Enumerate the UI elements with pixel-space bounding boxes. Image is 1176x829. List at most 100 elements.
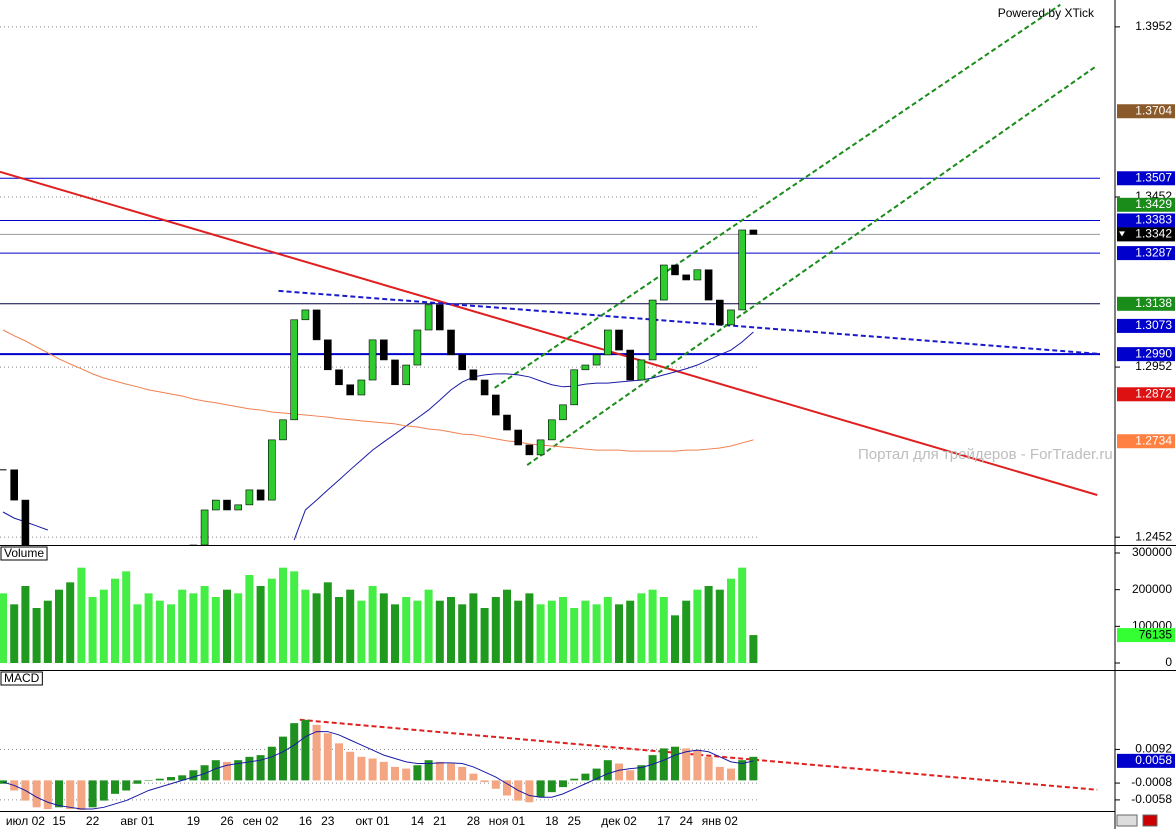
candle — [391, 359, 399, 386]
volume-bar — [391, 604, 399, 663]
candle — [379, 339, 388, 361]
scroll-button[interactable] — [1116, 814, 1138, 827]
macd-bar — [615, 763, 623, 781]
macd-bar — [648, 755, 657, 781]
last-price-arrow — [1119, 231, 1125, 237]
y-tick-label: 1.3952 — [1135, 19, 1172, 33]
volume-bar — [200, 586, 209, 663]
panel-title-box — [0, 671, 43, 686]
y-tick-label: -0.0008 — [1131, 775, 1172, 789]
volume-bar — [267, 578, 276, 663]
candle — [323, 339, 332, 371]
candle — [749, 229, 758, 235]
macd-bar — [682, 748, 691, 781]
volume-bar — [559, 597, 567, 663]
volume-bar — [144, 593, 153, 663]
macd-bar — [536, 780, 545, 798]
macd-bar — [245, 756, 254, 781]
macd-bar — [749, 756, 758, 781]
price-marker-label: 1.3287 — [1135, 245, 1172, 259]
volume-bar — [615, 604, 623, 663]
volume-bar — [301, 589, 310, 663]
candle — [671, 264, 679, 276]
volume-bar — [693, 589, 702, 663]
volume-bar — [346, 589, 355, 663]
candle — [234, 504, 242, 511]
volume-bar — [99, 589, 108, 663]
macd-bar — [715, 766, 724, 781]
macd-bar — [267, 746, 276, 781]
y-tick-label: 200000 — [1132, 582, 1172, 596]
macd-bar — [144, 780, 153, 781]
macd-bar — [424, 760, 433, 781]
macd-bar — [111, 780, 119, 794]
volume-bar — [413, 600, 422, 663]
macd-bar — [435, 761, 444, 781]
candle — [245, 489, 254, 506]
macd-bar — [77, 780, 86, 810]
macd-bar — [279, 736, 287, 781]
y-tick-label: 300000 — [1132, 545, 1172, 559]
price-marker-label: 1.2734 — [1135, 433, 1172, 447]
volume-bar — [256, 586, 265, 663]
panel-title: Volume — [4, 546, 44, 560]
macd-bar — [525, 780, 534, 803]
x-tick-label: ноя 01 — [489, 814, 526, 828]
signal-line — [2, 731, 754, 810]
price-marker — [1117, 387, 1175, 402]
volume-bar — [626, 600, 635, 663]
macd-bar — [503, 780, 511, 796]
volume-bar — [290, 571, 299, 663]
candle — [435, 304, 444, 331]
x-tick-label: 14 — [411, 814, 425, 828]
x-tick-label: 16 — [299, 814, 313, 828]
price-marker — [1117, 213, 1175, 228]
volume-bar — [659, 597, 668, 663]
candle — [704, 269, 713, 301]
x-tick-label: авг 01 — [120, 814, 154, 828]
volume-bar — [323, 582, 332, 663]
candle — [503, 414, 511, 431]
price-marker — [1117, 347, 1175, 362]
y-tick-label: -0.0058 — [1131, 792, 1172, 806]
price-marker — [1117, 318, 1175, 333]
macd-bar — [738, 760, 747, 781]
macd-bar — [155, 778, 164, 781]
macd-bar — [603, 760, 612, 781]
macd-bar — [458, 766, 467, 781]
close-button[interactable] — [1142, 814, 1158, 827]
volume-bar — [133, 604, 142, 663]
macd-bar — [480, 780, 489, 783]
volume-bar — [167, 604, 175, 663]
candle — [547, 419, 556, 441]
candle — [21, 499, 30, 545]
x-tick-label: 21 — [433, 814, 447, 828]
volume-bar — [738, 567, 747, 663]
volume-bar — [749, 635, 758, 663]
volume-bar — [469, 593, 478, 663]
x-tick-label: 24 — [680, 814, 694, 828]
volume-bar — [637, 593, 646, 663]
candle — [536, 439, 545, 456]
macd-bar — [66, 780, 75, 809]
macd-bar — [312, 724, 321, 781]
macd-bar — [43, 780, 52, 809]
candle — [10, 469, 18, 501]
trend-line — [0, 170, 1098, 496]
volume-bar — [570, 608, 579, 663]
price-marker-label: 1.3383 — [1135, 213, 1172, 227]
volume-bar — [491, 597, 500, 663]
price-marker — [1117, 753, 1175, 768]
price-marker-label: 1.3507 — [1135, 170, 1172, 184]
price-marker — [1117, 246, 1175, 261]
volume-bar — [379, 593, 388, 663]
macd-bar — [368, 758, 377, 781]
candle — [357, 379, 366, 396]
watermark: Портал для трейдеров - ForTrader.ru — [858, 446, 1113, 463]
volume-bar — [424, 589, 433, 663]
macd-bar — [88, 780, 97, 808]
macd-bar — [659, 748, 668, 781]
macd-bar — [447, 763, 455, 781]
volume-bar — [435, 600, 444, 663]
